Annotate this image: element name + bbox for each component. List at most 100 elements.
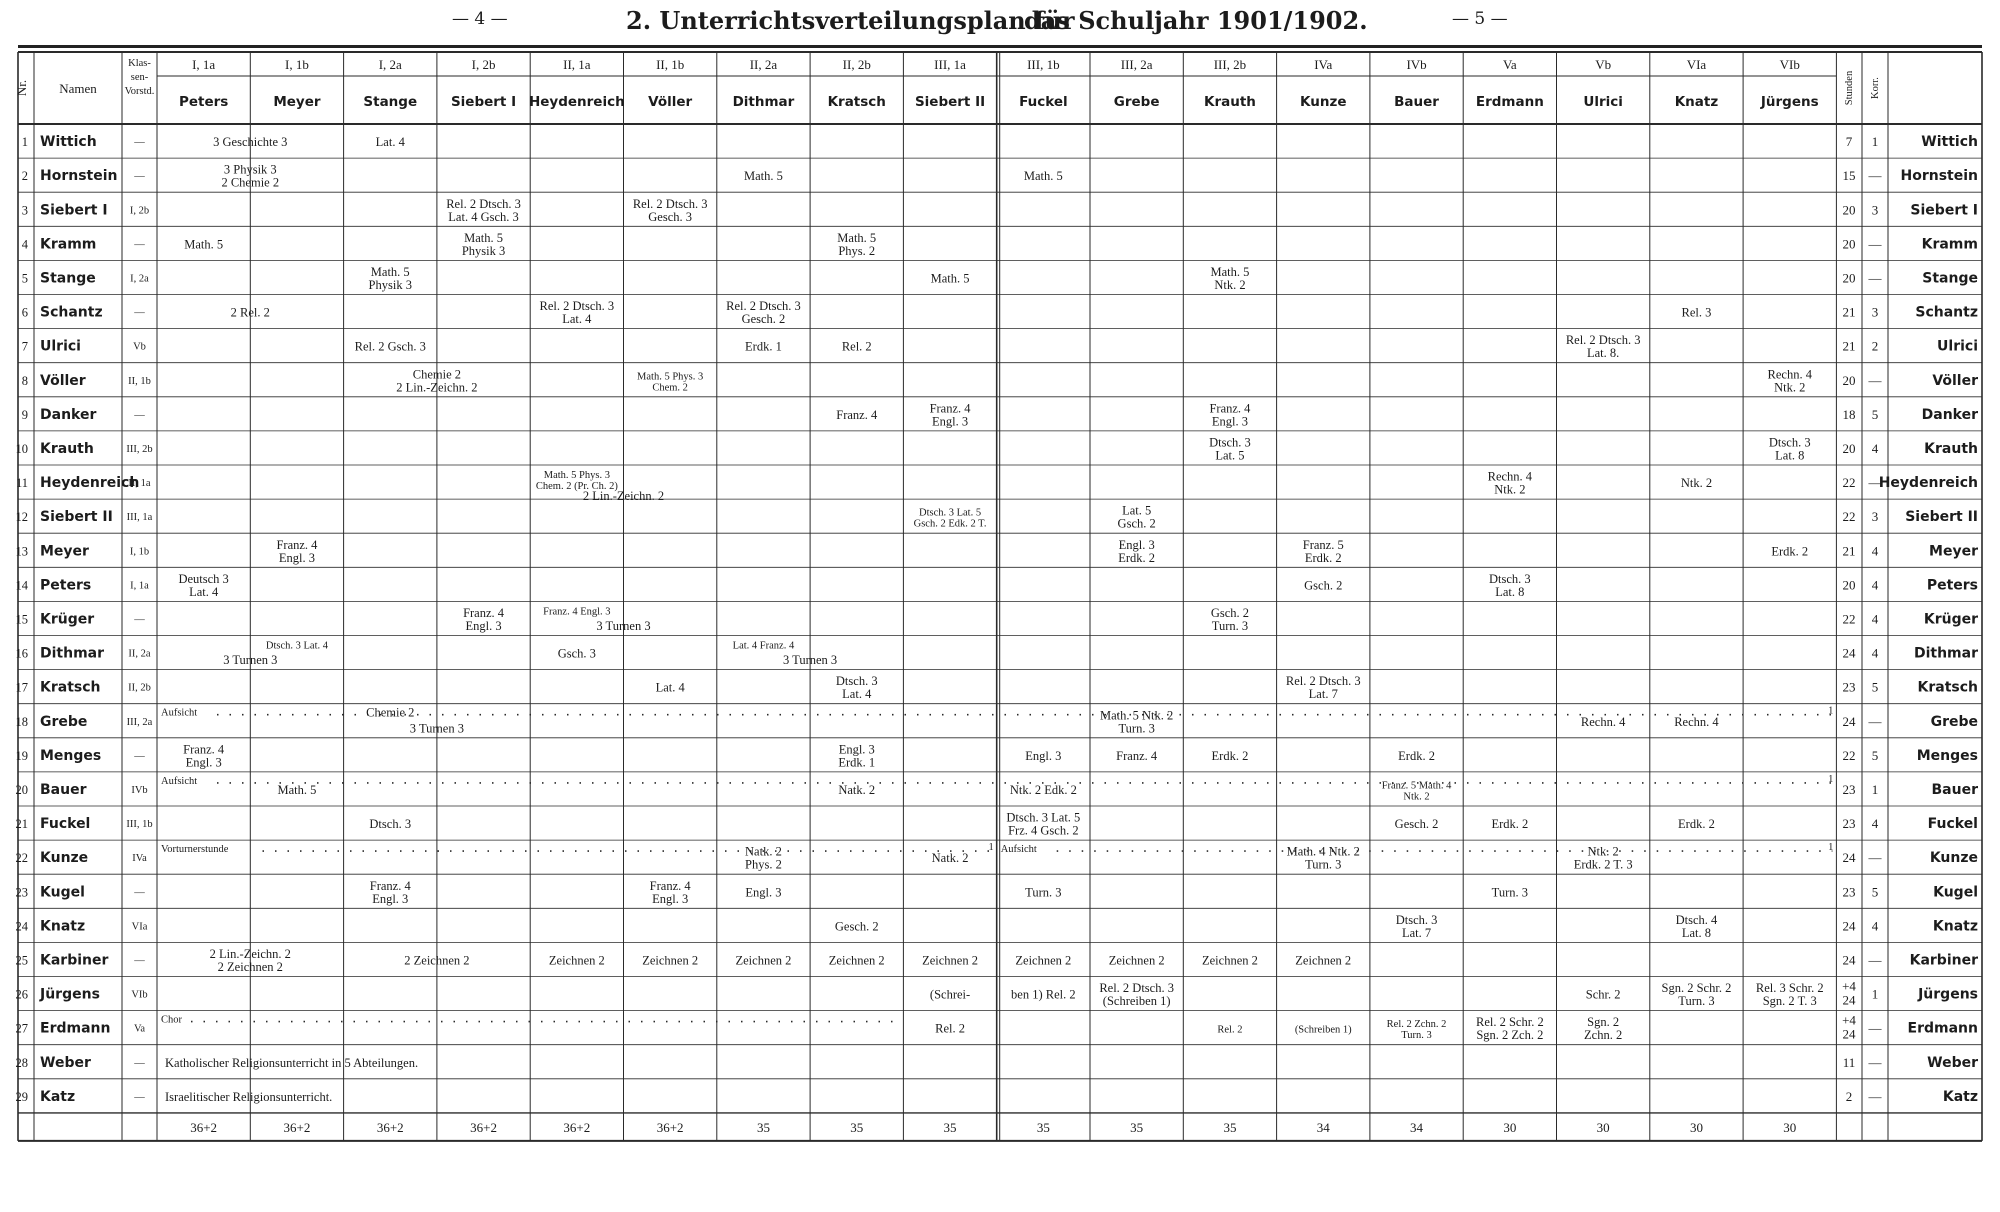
row-stunden-extra: +4 [1842, 979, 1856, 994]
cell-entry: Gsch. 2 [1211, 606, 1249, 620]
names-header: Namen [59, 81, 97, 96]
cell-entry: Lat. 8 [1775, 448, 1804, 462]
cell-entry: Dtsch. 3 Lat. 5 [919, 508, 981, 519]
cell-entry: Erdk. 1 [745, 340, 782, 354]
row-name-right: Peters [1927, 577, 1978, 593]
row-vorstd: — [133, 308, 145, 319]
row-name: Siebert I [40, 202, 108, 218]
row-stunden: 23 [1843, 782, 1856, 797]
row-vorstd: III, 2b [126, 444, 152, 455]
cell-entry: Engl. 3 [1119, 538, 1155, 552]
row-vorstd: I, 2b [130, 205, 149, 216]
cell-entry: Frz. 4 Gsch. 2 [1008, 824, 1078, 838]
row-number: 8 [22, 374, 28, 388]
row-name-right: Siebert II [1905, 509, 1978, 525]
row-name: Meyer [40, 543, 89, 559]
row-vorstd: I, 1b [130, 546, 149, 557]
row-stunden: 22 [1843, 611, 1856, 626]
cell-entry: Dtsch. 4 [1676, 913, 1718, 927]
row-stunden: 11 [1843, 1055, 1856, 1070]
cell-entry: Rechn. 4 [1674, 715, 1719, 729]
cell-entry: Erdk. 1 [838, 755, 875, 769]
cell-entry: Math. 5 [278, 783, 317, 797]
class-total: 35 [1223, 1120, 1236, 1135]
row-name: Bauer [40, 782, 87, 798]
row-name-right: Kramm [1922, 236, 1978, 252]
class-total: 36+2 [470, 1120, 497, 1135]
cell-entry: Erdk. 2 [1771, 544, 1808, 558]
cell-entry: Math. 5 [837, 231, 876, 245]
row-stunden: 2 [1846, 1089, 1853, 1104]
cell-entry: Zeichnen 2 [1295, 953, 1351, 967]
class-label: I, 1b [285, 57, 309, 72]
cell-entry: Ntk. 2 [1494, 483, 1525, 497]
class-teacher: Kratsch [828, 94, 886, 110]
row-name: Kramm [40, 236, 96, 252]
row-number: 10 [16, 442, 29, 456]
cell-entry: Natk. 2 [838, 783, 875, 797]
row-name-right: Heydenreich [1879, 475, 1978, 491]
cell-entry: Erdk. 2 [1212, 749, 1249, 763]
cell-entry: Gsch. 2 Edk. 2 T. [914, 519, 987, 530]
row-stunden: 24 [1843, 714, 1857, 729]
class-label: I, 1a [192, 57, 215, 72]
vorstd-header: Klas- [128, 58, 151, 69]
row-korr: 3 [1872, 509, 1879, 524]
cell-entry: Turn. 3 [1212, 619, 1248, 633]
row-vorstd: VIb [131, 990, 147, 1001]
cell-entry: Lat. 5 [1122, 504, 1151, 518]
dotted-end: 1 [1828, 774, 1833, 785]
row-stunden: 20 [1843, 202, 1856, 217]
row-korr: 5 [1872, 407, 1879, 422]
row-name: Ulrici [40, 339, 81, 355]
cell-entry: Gesch. 2 [742, 312, 786, 326]
row-stunden: 7 [1846, 134, 1853, 149]
dotted-note: Aufsicht [161, 708, 197, 719]
cell-entry: Engl. 3 [932, 414, 968, 428]
row-korr: 1 [1872, 987, 1879, 1002]
row-korr: — [1868, 1055, 1883, 1070]
cell-entry: Franz. 4 [463, 606, 505, 620]
cell-entry: Math. 5 [371, 265, 410, 279]
row-number: 27 [16, 1022, 29, 1036]
cell-entry: Phys. 2 [838, 244, 875, 258]
cell-entry: Rel. 2 [1217, 1025, 1242, 1036]
class-label: III, 2b [1214, 57, 1247, 72]
row-name: Karbiner [40, 952, 108, 968]
row-stunden: 20 [1843, 577, 1856, 592]
cell-entry: Zeichnen 2 [922, 953, 978, 967]
row-name-right: Karbiner [1910, 952, 1978, 968]
row-name: Wittich [40, 134, 97, 150]
cell-entry: Lat. 8 [1682, 926, 1711, 940]
cell-entry: Lat. 4 [656, 681, 686, 695]
dotted-note: Vorturnerstunde [161, 844, 229, 855]
cell-entry: Lat. 8. [1587, 346, 1619, 360]
row-name-right: Jürgens [1917, 987, 1978, 1003]
class-teacher: Knatz [1675, 94, 1719, 110]
cell-entry: Math. 4 Ntk. 2 [1287, 845, 1360, 859]
row-vorstd: Vb [133, 342, 146, 353]
cell-entry: Turn. 3 [1025, 885, 1061, 899]
row-number: 11 [16, 476, 28, 490]
row-number: 21 [16, 817, 29, 831]
page-header: — 4 — 2. Unterrichtsverteilungsplan für … [0, 0, 2000, 44]
row-name-right: Ulrici [1937, 339, 1978, 355]
cell-entry: Ntk. 2 Edk. 2 [1010, 783, 1077, 797]
row-name-right: Hornstein [1901, 168, 1979, 184]
class-label: Va [1503, 57, 1517, 72]
cell-entry: Franz. 4 [930, 401, 972, 415]
row-stunden: 20 [1843, 373, 1856, 388]
row-korr: 5 [1872, 680, 1879, 695]
row-name: Krauth [40, 441, 94, 457]
class-teacher: Heydenreich [529, 94, 625, 110]
cell-entry: Rel. 2 Gsch. 3 [355, 340, 426, 354]
class-label: I, 2b [472, 57, 496, 72]
row-stunden: 24 [1843, 1027, 1857, 1042]
row-stunden: 22 [1843, 475, 1856, 490]
row-name-right: Erdmann [1908, 1021, 1978, 1037]
row-vorstd: VIa [132, 921, 148, 932]
cell-entry: Zeichnen 2 [1015, 953, 1071, 967]
cell-entry: Lat. 4 [376, 135, 406, 149]
cell-entry: Gesch. 3 [648, 210, 692, 224]
class-teacher: Erdmann [1476, 94, 1544, 110]
